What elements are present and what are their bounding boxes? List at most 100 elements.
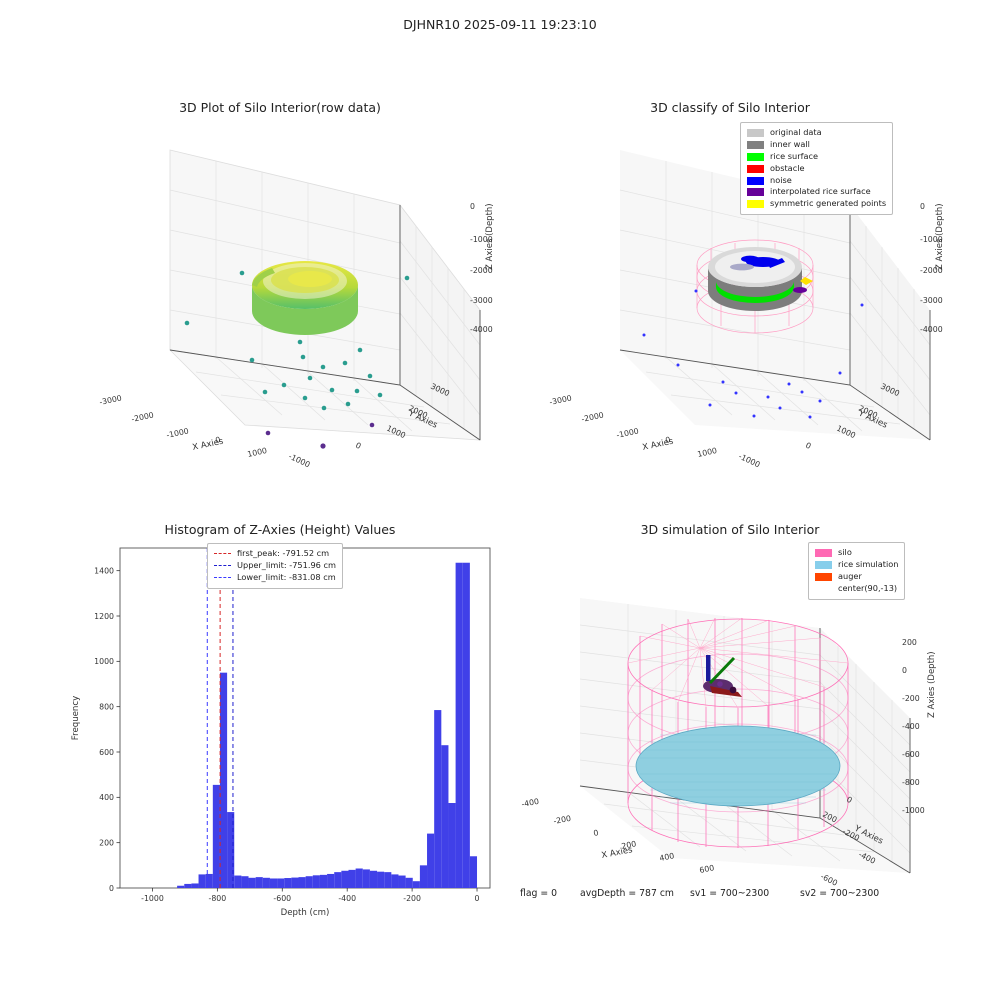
svg-text:-2000: -2000 — [581, 410, 605, 424]
panel-histogram: Histogram of Z-Axies (Height) Values 0 20… — [60, 518, 500, 918]
histogram-bar — [469, 856, 478, 888]
histogram-bar — [398, 875, 406, 888]
histogram-bar — [334, 872, 342, 888]
svg-text:-200: -200 — [553, 814, 572, 826]
histogram-bar — [219, 672, 228, 888]
svg-text:0: 0 — [354, 441, 362, 451]
svg-text:1000: 1000 — [697, 446, 718, 459]
legend-swatch-auger — [815, 572, 832, 581]
raw-3d-title: 3D Plot of Silo Interior(row data) — [179, 100, 381, 115]
legend-swatch-obstacle — [747, 164, 764, 173]
histogram-bar — [419, 865, 428, 888]
svg-text:1200: 1200 — [94, 612, 114, 621]
histogram-bar — [184, 883, 192, 888]
svg-text:-400: -400 — [338, 894, 356, 903]
histogram-xlabel: Depth (cm) — [281, 908, 330, 918]
svg-text:-600: -600 — [819, 872, 839, 888]
histogram-bar — [448, 803, 456, 888]
histogram-bar — [319, 874, 328, 888]
histogram-bar — [177, 885, 185, 888]
svg-text:-1000: -1000 — [737, 452, 761, 470]
histogram-ylabel: Frequency — [71, 696, 81, 740]
svg-text:-800: -800 — [209, 894, 227, 903]
svg-text:-1000: -1000 — [920, 235, 943, 244]
raw-3d-canvas[interactable]: -3000 -2000 -1000 0 1000 -1000 0 1000 20… — [60, 95, 500, 485]
histogram-bar — [434, 710, 442, 888]
legend-label: Upper_limit: -751.96 cm — [237, 559, 336, 570]
histogram-bar — [269, 878, 278, 888]
legend-swatch-interpolated-rice-surface — [747, 188, 764, 197]
svg-text:-600: -600 — [273, 894, 291, 903]
legend-label: rice surface — [770, 150, 819, 161]
svg-text:200: 200 — [902, 638, 917, 647]
legend-label: inner wall — [770, 138, 810, 149]
histogram-bar — [427, 833, 435, 888]
legend-item: rice simulation — [815, 559, 898, 571]
histogram-bar — [441, 745, 449, 888]
svg-text:-200: -200 — [902, 694, 920, 703]
simulation-legend: silo rice simulation auger center(90,-13… — [808, 542, 906, 600]
legend-label: auger — [838, 570, 862, 581]
histogram-bar — [462, 562, 470, 888]
histogram-bar — [384, 872, 392, 888]
histogram-bar — [455, 562, 463, 888]
svg-text:-2000: -2000 — [920, 266, 943, 275]
svg-text:-1000: -1000 — [470, 235, 493, 244]
classify-3d-xlabel: X Axies — [642, 437, 675, 453]
svg-text:600: 600 — [699, 863, 715, 875]
svg-text:200: 200 — [621, 839, 637, 851]
histogram-bar — [234, 875, 242, 888]
svg-text:-3000: -3000 — [470, 296, 493, 305]
legend-item: original data — [747, 127, 886, 139]
histogram-bar — [198, 874, 206, 888]
svg-text:-1000: -1000 — [141, 894, 164, 903]
histogram-bar — [362, 869, 370, 888]
svg-text:-1000: -1000 — [616, 426, 640, 440]
legend-item: rice surface — [747, 151, 886, 163]
svg-text:0: 0 — [593, 828, 600, 838]
legend-item: obstacle — [747, 163, 886, 175]
svg-text:0: 0 — [804, 441, 812, 451]
legend-swatch-silo — [815, 548, 832, 557]
legend-item: interpolated rice surface — [747, 186, 886, 198]
histogram-bar — [205, 873, 213, 888]
svg-text:-800: -800 — [902, 778, 920, 787]
legend-line-first-peak — [214, 553, 231, 555]
raw-3d-xlabel: X Axies — [192, 437, 225, 453]
histogram-bar — [348, 869, 356, 888]
histogram-bar — [391, 874, 399, 888]
svg-text:-400: -400 — [521, 797, 540, 809]
histogram-bar — [405, 877, 413, 888]
svg-text:-3000: -3000 — [549, 393, 573, 407]
status-sv2: sv2 = 700~2300 — [800, 888, 880, 899]
svg-text:-200: -200 — [403, 894, 421, 903]
histogram-bar — [355, 868, 363, 888]
histogram-canvas[interactable]: 0 200 400 600 800 1000 1200 1400 -1000 -800 -600 -4… — [60, 518, 500, 918]
legend-label: Lower_limit: -831.08 cm — [237, 571, 336, 582]
svg-text:1400: 1400 — [94, 566, 114, 575]
legend-swatch-rice-surface — [747, 152, 764, 161]
sim-3d-zlabel: Z Axies (Depth) — [927, 651, 937, 718]
svg-text:0: 0 — [845, 795, 854, 805]
histogram-bar — [212, 784, 220, 888]
legend-label: first_peak: -791.52 cm — [237, 548, 330, 558]
svg-text:0: 0 — [109, 884, 114, 893]
histogram-bar — [241, 876, 249, 888]
sim-3d-xlabel: X Axies — [601, 845, 634, 861]
legend-swatch-noise — [747, 176, 764, 185]
histogram-bar — [227, 812, 235, 888]
histogram-bar — [341, 870, 349, 888]
legend-item: noise — [747, 175, 886, 187]
sim-3d-canvas[interactable]: -400 -200 0 200 400 600 200 0 -200 -400 … — [510, 518, 950, 918]
svg-text:-4000: -4000 — [470, 325, 493, 334]
legend-item: symmetric generated points — [747, 198, 886, 210]
svg-text:0: 0 — [665, 435, 672, 445]
legend-item: Upper_limit: -751.96 cm — [214, 560, 336, 572]
panel-simulation-3d: 3D simulation of Silo Interior — [510, 518, 950, 918]
histogram-bar — [255, 877, 263, 888]
legend-item: Lower_limit: -831.08 cm — [214, 572, 336, 584]
svg-text:-400: -400 — [902, 722, 920, 731]
legend-label: silo — [838, 547, 852, 557]
legend-swatch-center — [815, 585, 832, 593]
svg-text:-1000: -1000 — [902, 806, 925, 815]
